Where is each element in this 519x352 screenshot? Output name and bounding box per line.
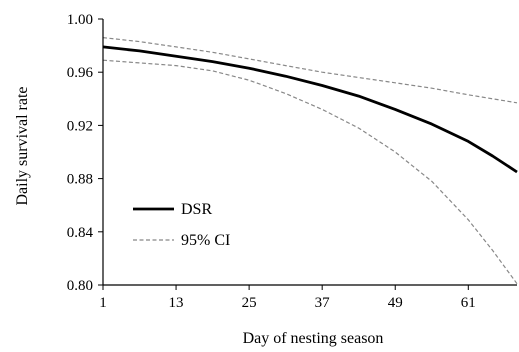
legend-label-ci: 95% CI	[181, 232, 230, 249]
series-lines	[102, 37, 518, 285]
legend-label-dsr: DSR	[181, 201, 212, 218]
y-tick-label: 0.88	[67, 172, 93, 188]
ci-lower-line	[102, 59, 518, 285]
y-tick-label: 0.92	[67, 118, 93, 134]
y-axis-ticks: 0.80 0.84 0.88 0.92 0.96 1.00	[67, 12, 103, 294]
x-tick-label: 13	[169, 295, 184, 311]
y-axis-title: Daily survival rate	[14, 86, 31, 205]
x-tick-label: 37	[315, 295, 331, 311]
y-tick-label: 0.80	[67, 278, 93, 294]
x-tick-label: 61	[461, 295, 476, 311]
chart-legend: DSR 95% CI	[133, 201, 230, 249]
ci-upper-line	[102, 37, 518, 104]
y-tick-label: 0.96	[67, 65, 94, 81]
y-tick-label: 1.00	[67, 12, 93, 28]
x-tick-label: 49	[388, 295, 403, 311]
x-axis-title: Day of nesting season	[243, 330, 384, 347]
x-axis-ticks: 1 13 25 37 49 61	[99, 285, 476, 311]
x-tick-label: 1	[99, 295, 107, 311]
y-tick-label: 0.84	[67, 225, 94, 241]
x-tick-label: 25	[242, 295, 257, 311]
dsr-line	[102, 45, 518, 174]
